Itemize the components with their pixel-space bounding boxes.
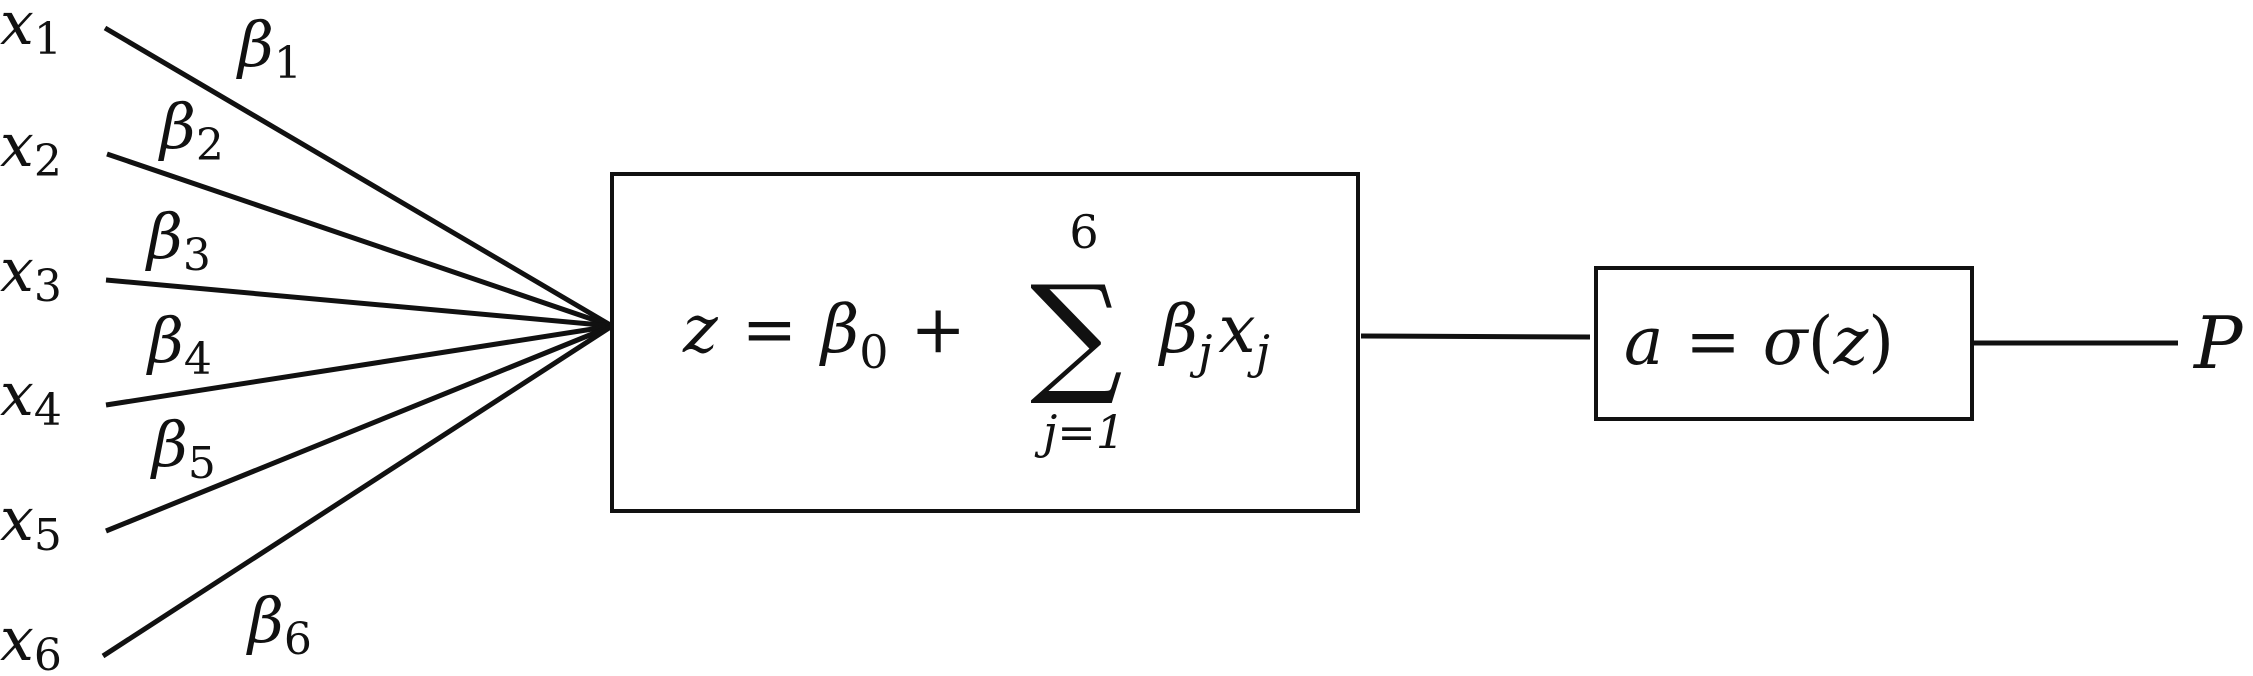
- output-label: P: [2192, 301, 2244, 385]
- edge-x6: [101, 323, 614, 659]
- sigma-lower-limit: j=1: [1034, 405, 1125, 459]
- input-label-2: x2: [0, 111, 62, 187]
- edge-x5: [105, 323, 613, 534]
- summation-box: [610, 172, 1360, 513]
- weight-label-3: β3: [145, 200, 211, 281]
- input-label-1: x1: [0, 0, 62, 65]
- input-label-3: x3: [0, 236, 62, 312]
- sigma-symbol: ∑: [1030, 257, 1123, 409]
- edge-x4: [105, 323, 613, 408]
- edge-x2: [106, 151, 613, 329]
- sum-formula: z = β0 +: [682, 291, 966, 379]
- weight-label-4: β4: [146, 304, 212, 385]
- edge-x3: [105, 277, 613, 329]
- weight-label-6: β6: [246, 584, 312, 665]
- activation-box: [1594, 266, 1974, 421]
- input-label-6: x6: [0, 605, 62, 676]
- edge-x1: [103, 25, 614, 329]
- weight-label-5: β5: [150, 408, 216, 489]
- input-label-4: x4: [0, 360, 62, 436]
- sigma-upper-limit: 6: [1069, 205, 1098, 259]
- input-label-5: x5: [0, 485, 62, 561]
- sum-term: βjxj: [1157, 291, 1270, 379]
- edge-sum-to-activation: [1360, 333, 1591, 340]
- weight-label-1: β1: [236, 8, 302, 89]
- weight-label-2: β2: [158, 90, 224, 171]
- activation-formula: a = σ(z): [1624, 303, 1894, 380]
